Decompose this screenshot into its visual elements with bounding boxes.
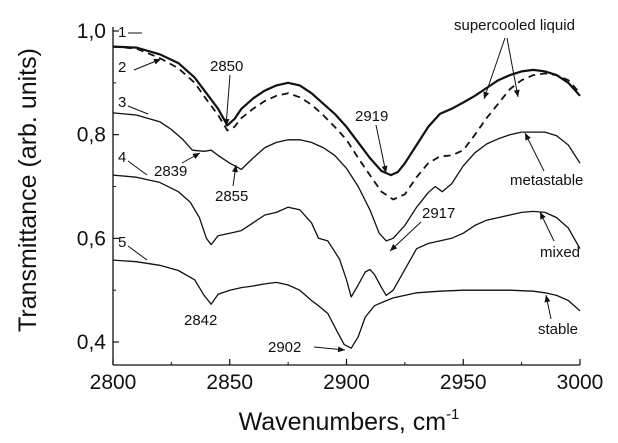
x-tick-label-2800: 2800: [90, 371, 137, 394]
y-axis-title: Transmittance (arb. units): [14, 48, 42, 332]
annotation-2850: 2850: [210, 58, 243, 75]
x-axis-title-main: Wavenumbers, cm: [239, 408, 446, 436]
annotation-arrows: [127, 32, 555, 353]
arrow-2919-head: [381, 165, 388, 173]
annotation-supercooled-liquid: supercooled liquid: [454, 17, 575, 34]
series-line-4: [112, 174, 581, 298]
arrow-2850-head: [223, 118, 230, 126]
curve-number-4: 4: [118, 149, 126, 166]
curve-labels: 1 2 3 4 5: [118, 24, 126, 251]
annotation-stable: stable: [538, 321, 578, 338]
x-ticks: 2800 2850 2900 2950 3000: [90, 359, 604, 394]
x-axis-title-superscript: -1: [446, 406, 459, 423]
arrow-curve-4: [127, 160, 148, 176]
curve-number-2: 2: [118, 59, 126, 76]
annotation-2842: 2842: [184, 312, 217, 329]
axis-titles: Transmittance (arb. units) Wavenumbers, …: [14, 48, 459, 436]
arrow-stable-head: [544, 295, 551, 303]
x-tick-label-3000: 3000: [557, 371, 604, 394]
series-line-1: [112, 45, 581, 177]
arrow-curve-5: [127, 245, 148, 261]
series-lines: [112, 45, 581, 349]
annotation-2855: 2855: [215, 188, 248, 205]
curve-number-1: 1: [118, 24, 126, 41]
series-line-3: [112, 112, 581, 242]
arrow-mixed-head: [540, 212, 546, 220]
annotation-2919: 2919: [355, 108, 388, 125]
series-line-5: [112, 259, 581, 349]
arrow-supercooled-a-head: [483, 91, 490, 99]
arrow-2917-head: [390, 244, 398, 251]
arrow-supercooled-b-head: [513, 89, 520, 97]
arrow-metastable-head: [525, 133, 531, 141]
curve-number-5: 5: [118, 234, 126, 251]
x-tick-label-2900: 2900: [323, 371, 370, 394]
arrow-2855-head: [232, 165, 238, 173]
arrow-curve-2-head: [153, 58, 161, 65]
arrow-supercooled-b: [506, 37, 519, 98]
arrow-supercooled-a: [483, 37, 506, 100]
arrow-2917: [389, 221, 422, 252]
arrow-2919: [375, 124, 387, 174]
arrow-curve-3: [127, 105, 149, 115]
annotation-2902: 2902: [268, 339, 301, 356]
arrow-2850: [225, 74, 231, 127]
y-ticks: 0,4 0,6 0,8 1,0: [77, 20, 119, 354]
x-tick-label-2850: 2850: [206, 371, 253, 394]
y-tick-label-0: 0,4: [77, 331, 107, 354]
x-tick-label-2950: 2950: [440, 371, 487, 394]
x-axis-title: Wavenumbers, cm-1: [239, 406, 460, 436]
arrow-2902-head: [337, 346, 345, 353]
y-tick-label-1: 0,6: [77, 227, 106, 250]
y-tick-label-2: 0,8: [77, 124, 106, 147]
annotation-mixed: mixed: [540, 244, 580, 261]
y-tick-label-3: 1,0: [77, 20, 106, 43]
annotations: 2850 2919 2839 2855 2917 2842 2902 super…: [154, 17, 583, 356]
annotation-2839: 2839: [154, 163, 187, 180]
arrow-2839-head: [192, 153, 200, 160]
arrow-metastable: [524, 132, 545, 172]
series-line-2: [112, 45, 581, 201]
annotation-metastable: metastable: [510, 172, 583, 189]
curve-number-3: 3: [118, 94, 126, 111]
annotation-2917: 2917: [422, 205, 455, 222]
